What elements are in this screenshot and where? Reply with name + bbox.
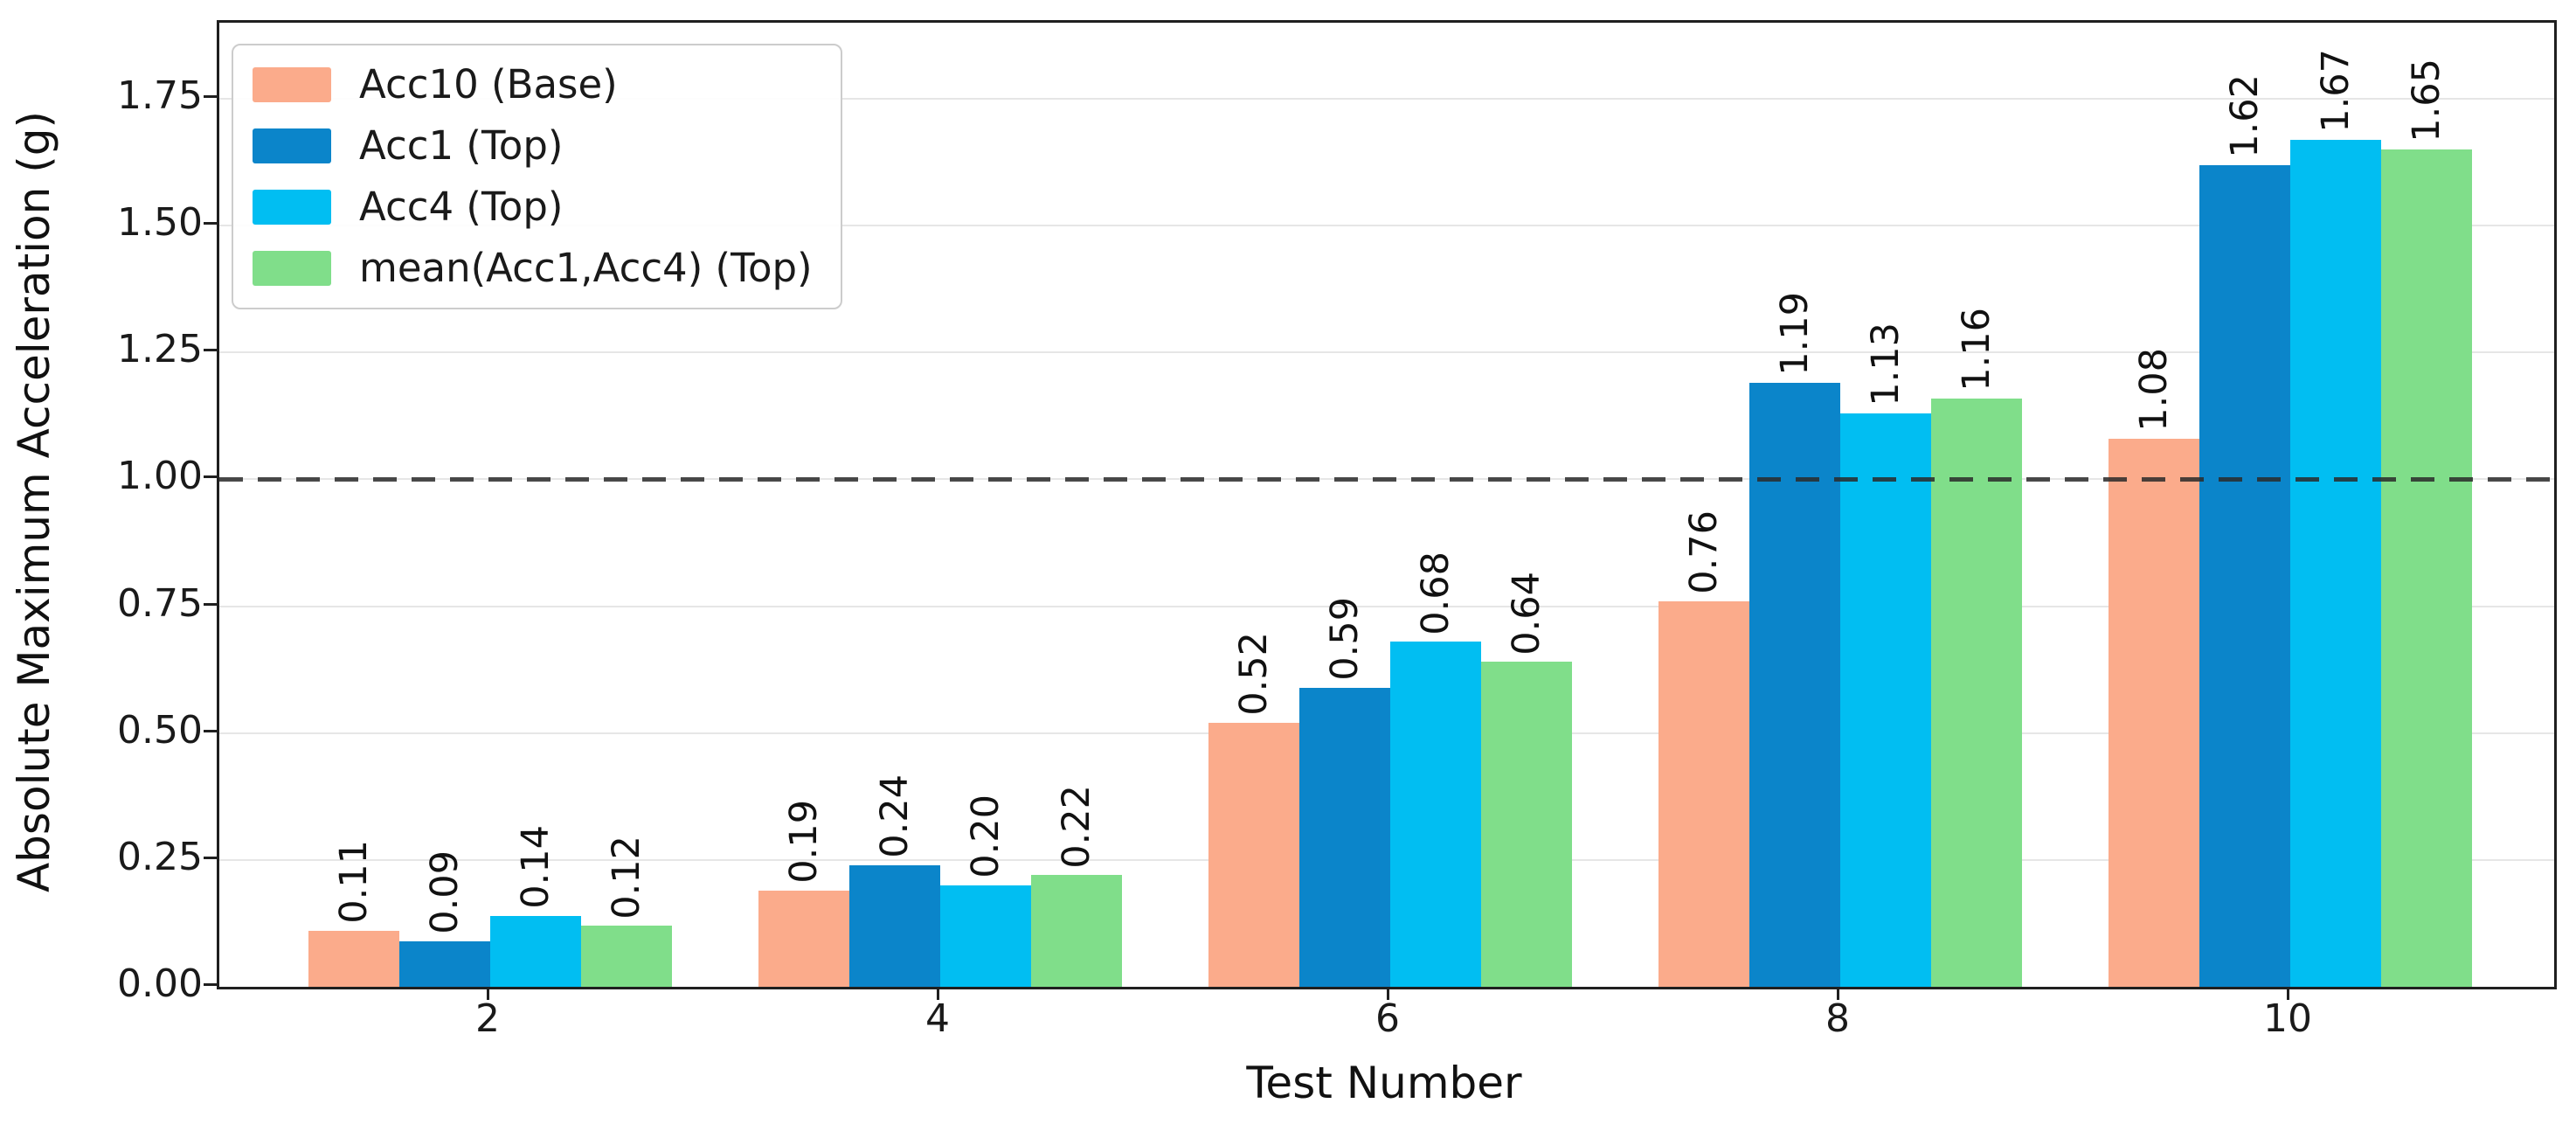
legend-swatch [253,128,331,163]
bar-value-label: 1.08 [2132,348,2176,433]
x-axis-title: Test Number [1246,1058,1522,1108]
legend-label: mean(Acc1,Acc4) (Top) [359,245,813,291]
y-tick-mark [204,729,217,732]
bar-value-label: 0.19 [782,799,826,884]
y-tick-label: 1.50 [117,200,203,246]
y-tick-mark [204,983,217,986]
y-tick-label: 0.25 [117,834,203,879]
y-tick-label: 1.00 [117,454,203,499]
legend-swatch [253,251,331,286]
bar-acc4-top--test-4 [940,885,1031,987]
bar-mean-acc1-acc4-top--test-4 [1031,875,1122,987]
bar-acc10-base--test-2 [308,931,399,987]
y-tick-mark [204,222,217,226]
legend: Acc10 (Base) Acc1 (Top) Acc4 (Top) mean(Acc… [232,44,842,309]
bar-value-label: 0.14 [514,824,557,909]
bar-acc10-base--test-6 [1208,723,1299,987]
x-tick-label: 8 [1825,996,1850,1041]
bar-value-label: 0.68 [1414,551,1458,635]
bar-value-label: 0.22 [1055,784,1098,869]
y-tick-mark [204,95,217,99]
legend-label: Acc1 (Top) [359,122,564,169]
y-tick-label: 0.50 [117,707,203,753]
bar-acc4-top--test-8 [1840,413,1931,987]
x-tick-label: 2 [475,996,500,1041]
legend-item: Acc4 (Top) [253,185,813,229]
x-tick-mark [937,987,939,1000]
bar-acc1-top--test-2 [399,940,490,987]
bar-acc10-base--test-4 [758,890,849,987]
bar-acc1-top--test-6 [1299,687,1390,987]
legend-item: mean(Acc1,Acc4) (Top) [253,246,813,290]
bar-acc10-base--test-10 [2109,439,2199,987]
gridline [219,225,2554,227]
gridline [219,351,2554,354]
legend-label: Acc4 (Top) [359,184,564,230]
y-tick-label: 0.75 [117,580,203,626]
y-tick-label: 1.75 [117,73,203,119]
bar-acc10-base--test-8 [1658,600,1749,987]
x-tick-label: 10 [2263,996,2312,1041]
gridline [219,605,2554,607]
bar-value-label: 0.20 [964,795,1008,878]
legend-item: Acc1 (Top) [253,124,813,168]
x-tick-mark [2287,987,2289,1000]
legend-item: Acc10 (Base) [253,63,813,107]
bar-value-label: 1.65 [2405,59,2448,143]
bar-value-label: 0.59 [1323,596,1367,681]
bar-value-label: 0.24 [873,774,917,858]
bar-mean-acc1-acc4-top--test-2 [581,926,672,987]
legend-label: Acc10 (Base) [359,61,618,108]
y-tick-mark [204,349,217,352]
y-tick-mark [204,602,217,606]
bar-value-label: 1.13 [1864,323,1908,407]
bar-acc4-top--test-10 [2290,139,2381,987]
bar-mean-acc1-acc4-top--test-6 [1481,662,1572,987]
bar-acc1-top--test-8 [1749,383,1840,987]
x-tick-mark [1387,987,1389,1000]
x-tick-mark [1837,987,1839,1000]
threshold-line [219,477,2554,482]
y-tick-mark [204,475,217,479]
y-tick-mark [204,856,217,859]
bar-mean-acc1-acc4-top--test-8 [1931,398,2022,987]
bar-value-label: 0.76 [1682,510,1726,594]
bar-value-label: 0.09 [423,850,467,934]
x-tick-label: 4 [925,996,950,1041]
bar-value-label: 0.64 [1505,571,1548,656]
bar-acc4-top--test-6 [1390,642,1481,987]
bar-value-label: 1.16 [1955,307,1998,392]
plot-area: 0.11 0.09 0.14 0.12 0.19 0.24 0.20 0.22 0.52 0.59… [217,20,2557,989]
y-tick-label: 1.25 [117,327,203,372]
bar-mean-acc1-acc4-top--test-10 [2381,149,2472,987]
bar-value-label: 0.12 [605,835,648,919]
y-tick-label: 0.00 [117,961,203,1006]
bar-value-label: 1.67 [2314,48,2358,133]
x-tick-mark [487,987,489,1000]
bar-value-label: 0.52 [1232,632,1276,717]
legend-swatch [253,190,331,225]
bar-value-label: 1.19 [1773,292,1817,377]
bar-acc1-top--test-10 [2199,164,2290,987]
x-tick-label: 6 [1375,996,1400,1041]
legend-swatch [253,67,331,102]
bar-acc4-top--test-2 [490,915,581,987]
bar-value-label: 1.62 [2223,73,2267,158]
bar-value-label: 0.11 [332,840,376,925]
gridline [219,98,2554,101]
bar-acc1-top--test-4 [849,864,940,987]
